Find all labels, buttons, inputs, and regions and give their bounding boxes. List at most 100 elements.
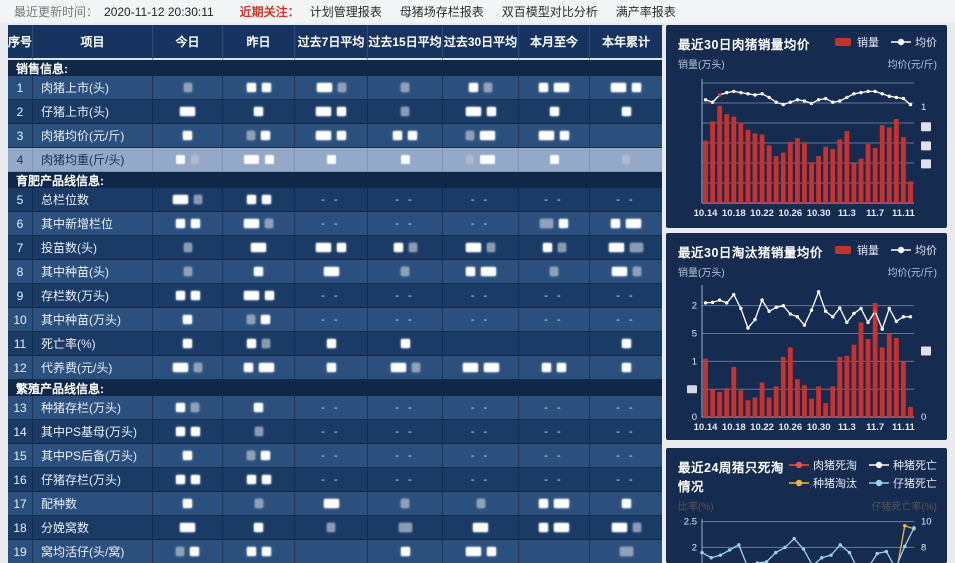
table-row[interactable]: 15 其中PS后备(万头) - -- -- -- -- -: [8, 444, 662, 468]
legend-item-3[interactable]: 仔猪死亡: [869, 475, 937, 491]
redacted-value: [621, 499, 631, 508]
redacted-value: [611, 523, 627, 532]
legend-item-1[interactable]: 均价: [891, 242, 937, 258]
row-value: [519, 236, 590, 260]
redacted-value: [554, 523, 569, 532]
row-value: [519, 76, 590, 100]
table-row[interactable]: 3 肉猪均价(元/斤): [8, 124, 662, 148]
redacted-value: [190, 219, 200, 228]
row-value: [153, 188, 223, 212]
row-label: 种猪存栏(万头): [33, 396, 153, 420]
redacted-value: [611, 267, 627, 276]
table-row[interactable]: 19 窝均活仔(头/窝): [8, 540, 662, 563]
redacted-value: [323, 267, 339, 276]
table-row[interactable]: 12 代养费(元/头): [8, 356, 662, 380]
redacted-value: [632, 83, 641, 92]
report-link-3[interactable]: 满产率报表: [615, 5, 676, 19]
table-row[interactable]: 5 总栏位数 - -- -- -- -- -: [8, 188, 662, 212]
row-label: 肉猪均重(斤/头): [33, 148, 153, 172]
left-axis-label: 销量(万头): [678, 60, 725, 71]
table-row[interactable]: 9 存栏数(万头) - -- -- -- -- -: [8, 284, 662, 308]
legend-item-1[interactable]: 均价: [891, 34, 937, 50]
left-axis-label: 比率(%): [678, 502, 714, 513]
redacted-value: [539, 83, 548, 92]
row-label: 投苗数(头): [33, 236, 153, 260]
chart-card-pig-sales: 最近30日肉猪销量均价 销量 均价 销量(万头) 均价(元/斤) 10.14 10.…: [666, 25, 947, 228]
row-label: 仔猪上市(头): [33, 100, 153, 124]
redacted-value: [480, 131, 495, 140]
row-number: 14: [8, 420, 33, 444]
table-row[interactable]: 17 配种数: [8, 492, 662, 516]
row-value: [223, 148, 295, 172]
redacted-value: [622, 155, 630, 164]
redacted-value: [539, 499, 548, 508]
legend-item-0[interactable]: 销量: [833, 242, 879, 258]
chart-title: 最近24周猪只死淘情况: [678, 461, 784, 494]
table-row[interactable]: 8 其中种苗(头): [8, 260, 662, 284]
redacted-value: [400, 547, 410, 556]
legend-item-2[interactable]: 种猪淘汰: [789, 475, 857, 491]
redacted-value: [487, 243, 495, 252]
redacted-value: [183, 339, 192, 348]
row-value: [590, 236, 662, 260]
report-link-2[interactable]: 双百模型对比分析: [501, 5, 598, 19]
table-row[interactable]: 4 肉猪均重(斤/头): [8, 148, 662, 172]
row-value: [223, 516, 295, 540]
row-value: [368, 236, 443, 260]
legend-item-0[interactable]: 销量: [833, 34, 879, 50]
row-value: [295, 516, 368, 540]
table-row[interactable]: 7 投苗数(头): [8, 236, 662, 260]
table-row[interactable]: 2 仔猪上市(头): [8, 100, 662, 124]
chart-card-cull-sales: 最近30日淘汰猪销量均价 销量 均价 销量(万头) 均价(元/斤) 10.14 10…: [666, 233, 947, 440]
redacted-value: [393, 243, 403, 252]
redacted-value: [483, 363, 499, 372]
right-axis-label: 仔猪死亡率(%): [871, 502, 937, 513]
row-value: - -: [368, 188, 443, 212]
table-row[interactable]: 10 其中种苗(万头) - -- -- -- -- -: [8, 308, 662, 332]
table-row[interactable]: 11 死亡率(%): [8, 332, 662, 356]
update-time-label: 最近更新时间：: [14, 5, 99, 19]
table-row[interactable]: 13 种猪存栏(万头) - -- -- -- -- -: [8, 396, 662, 420]
row-label: 肉猪上市(头): [33, 76, 153, 100]
table-header-row: 序号 项目 今日 昨日 过去7日平均 过去15日平均 过去30日平均 本月至今 本年累计: [8, 25, 662, 60]
row-value: [443, 148, 519, 172]
svg-text:11.7: 11.7: [866, 422, 884, 433]
column-header: 本年累计: [590, 25, 662, 60]
redacted-value: [264, 291, 274, 300]
redacted-value: [473, 523, 488, 532]
legend-item-1[interactable]: 种猪死亡: [869, 457, 937, 473]
report-link-1[interactable]: 母猪场存栏报表: [399, 5, 484, 19]
legend-item-0[interactable]: 肉猪死淘: [789, 457, 857, 473]
row-value: [368, 76, 443, 100]
table-row[interactable]: 6 其中新增栏位 - -- -- -: [8, 212, 662, 236]
row-value: [153, 100, 223, 124]
row-value: [590, 100, 662, 124]
row-value: [153, 124, 223, 148]
row-value: [295, 356, 368, 380]
redacted-value: [316, 243, 331, 252]
redacted-value: [183, 83, 192, 92]
row-value: [153, 516, 223, 540]
redacted-value: [261, 475, 271, 484]
row-value: [519, 540, 590, 563]
redacted-value: [183, 451, 192, 460]
row-value: [153, 420, 223, 444]
svg-text:11.3: 11.3: [838, 208, 856, 219]
row-value: - -: [443, 308, 519, 332]
redacted-value: [619, 547, 633, 556]
row-value: - -: [590, 468, 662, 492]
report-link-0[interactable]: 计划管理报表: [309, 5, 382, 19]
table-row[interactable]: 1 肉猪上市(头): [8, 76, 662, 100]
redacted-value: [557, 363, 566, 372]
row-value: [519, 148, 590, 172]
redacted-value: [183, 243, 192, 252]
redacted-value: [258, 363, 274, 372]
table-row[interactable]: 18 分娩窝数: [8, 516, 662, 540]
table-row[interactable]: 14 其中PS基母(万头) - -- -- -- -- -: [8, 420, 662, 444]
redacted-value: [316, 107, 331, 116]
table-row[interactable]: 16 仔猪存栏(万头) - -- -- -- -- -: [8, 468, 662, 492]
right-axis-label: 均价(元/斤): [887, 268, 937, 279]
row-value: [223, 332, 295, 356]
row-value: - -: [368, 396, 443, 420]
row-value: [443, 332, 519, 356]
